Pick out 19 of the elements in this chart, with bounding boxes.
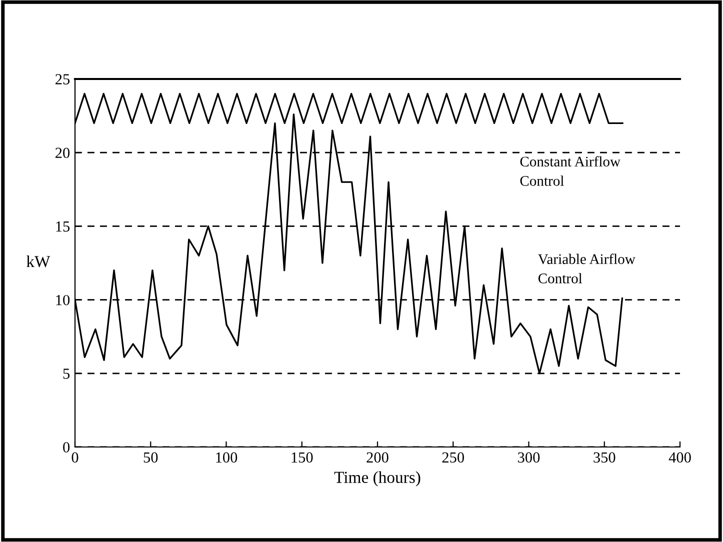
y-tick-label: 0 [63,442,70,452]
y-tick-label: 15 [56,221,70,232]
y-tick-label: 20 [56,148,70,158]
y-tick-label: 25 [56,74,70,84]
x-tick-label: 50 [144,452,158,463]
x-axis-title: Time (hours) [334,471,420,486]
text: Constant Airflow Control [520,156,620,186]
y-axis-title: kW [26,255,50,268]
x-tick-label: 200 [366,452,388,463]
y-tick-label: 5 [63,368,70,379]
x-tick-label: 0 [72,452,78,463]
series-label: Variable Airflow Control [538,254,636,284]
x-tick-label: 350 [594,452,616,463]
x-tick-label: 250 [442,452,464,463]
y-tick-label: 10 [56,294,70,306]
x-tick-label: 400 [668,452,691,463]
x-tick-label: 150 [292,452,313,463]
x-tick-label: 100 [216,452,238,463]
x-tick-label: 300 [518,452,540,463]
